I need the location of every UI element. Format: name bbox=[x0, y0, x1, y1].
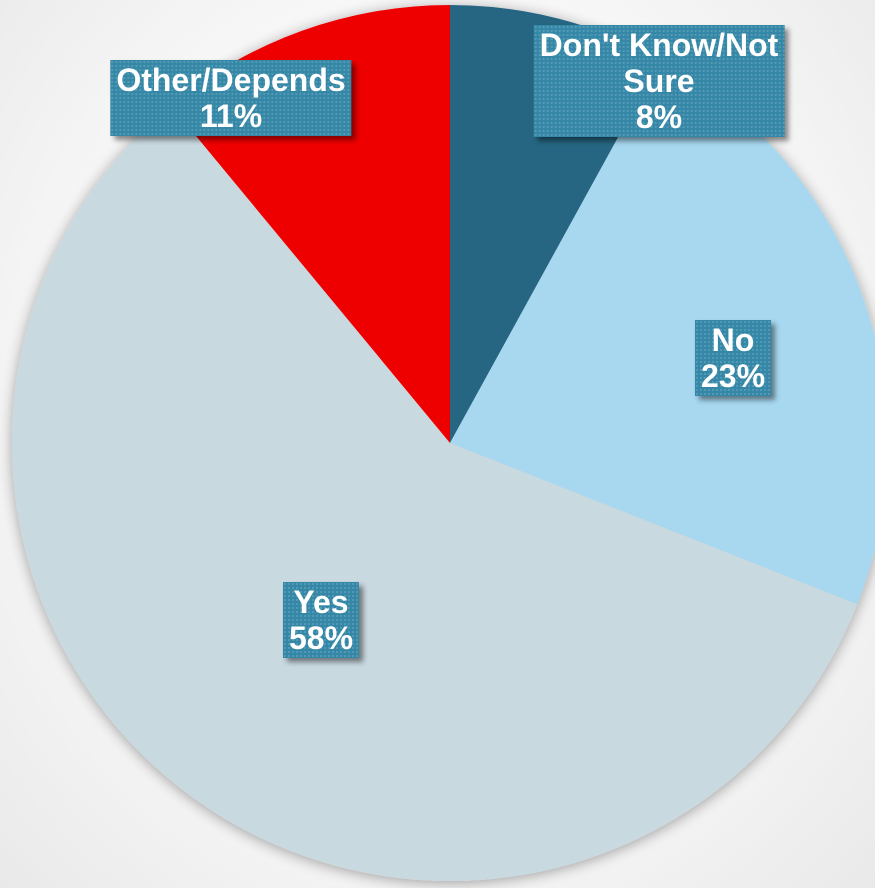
data-label-percent: 23% bbox=[700, 358, 766, 394]
pie-slice-no bbox=[450, 59, 875, 605]
data-label-percent: 11% bbox=[199, 98, 263, 134]
data-label-no: No 23% bbox=[694, 320, 772, 396]
data-label-yes: Yes 58% bbox=[282, 582, 360, 658]
data-label-percent: 8% bbox=[635, 99, 683, 135]
data-label-text: Other/Depends bbox=[116, 62, 346, 98]
pie-slice-yes bbox=[11, 105, 858, 882]
data-label-text: Sure bbox=[623, 63, 695, 99]
data-label-text: No bbox=[711, 322, 755, 358]
data-label-text: Don't Know/Not bbox=[539, 27, 779, 63]
data-label-don-t-know-not-sure: Don't Know/Not Sure 8% bbox=[533, 25, 785, 137]
data-label-percent: 58% bbox=[288, 620, 354, 656]
data-label-other-depends: Other/Depends 11% bbox=[110, 60, 352, 136]
data-label-text: Yes bbox=[293, 584, 349, 620]
